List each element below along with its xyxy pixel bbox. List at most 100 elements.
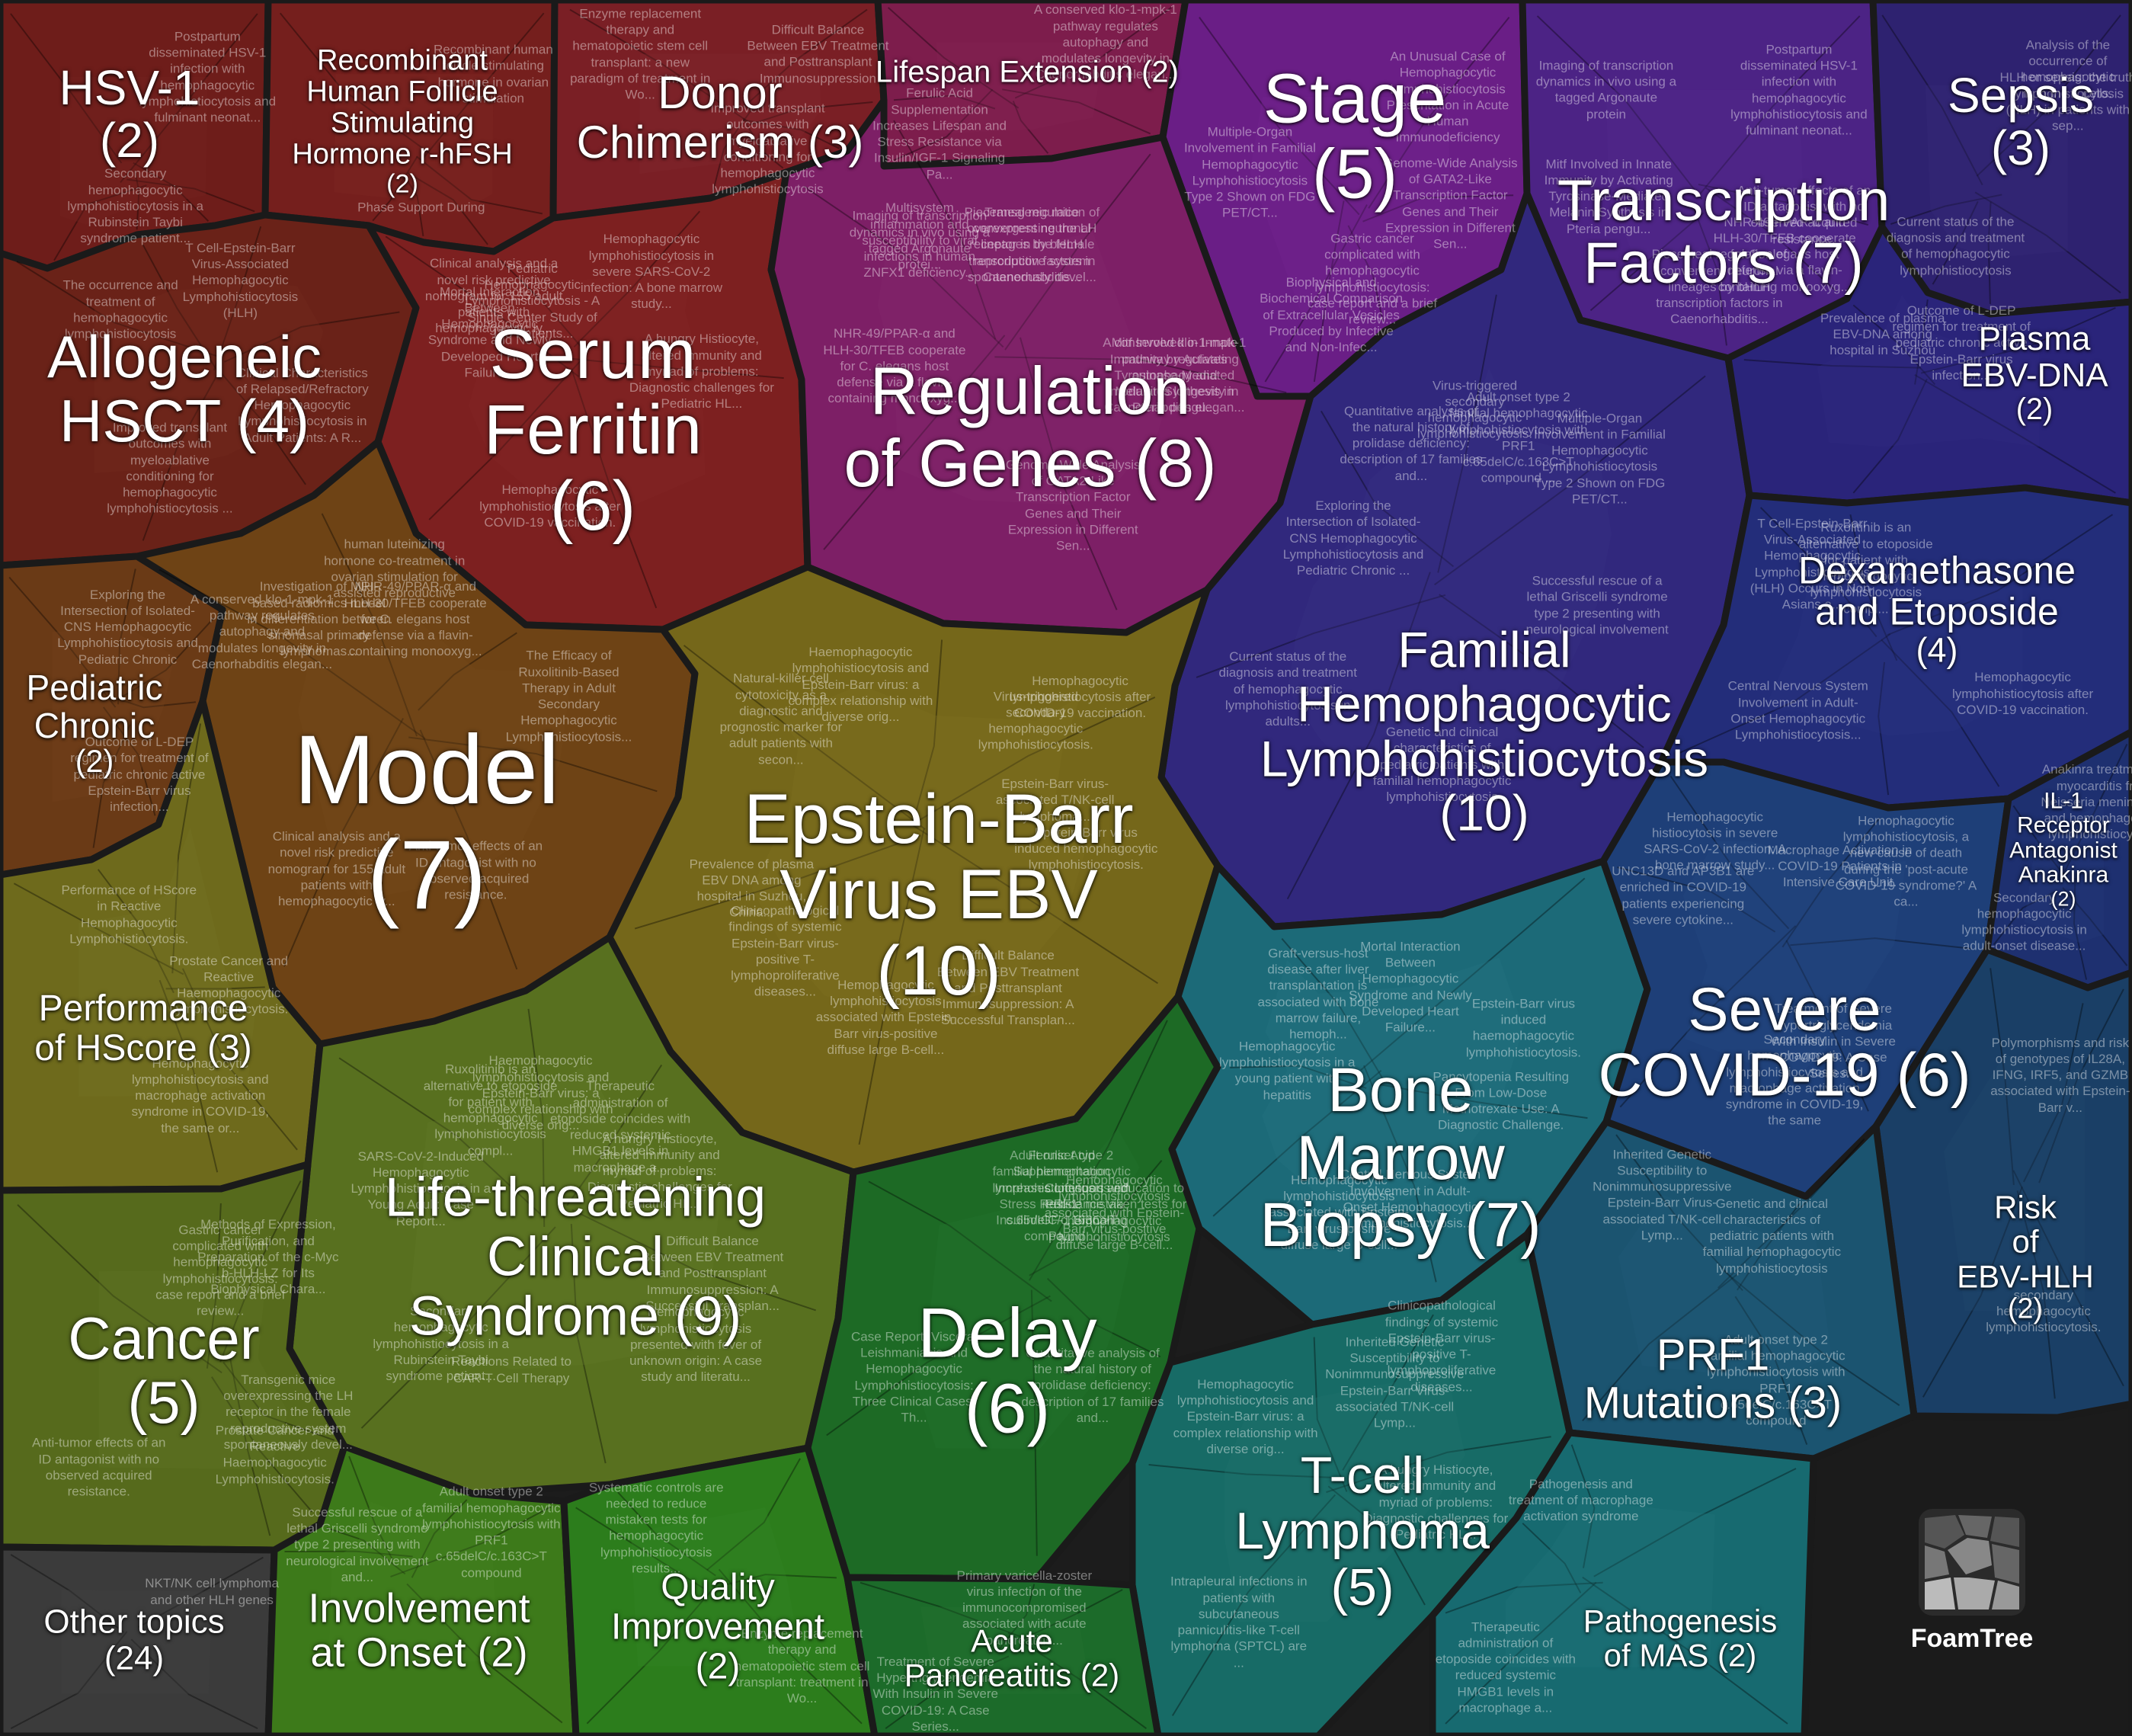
sub-cell-border bbox=[411, 1499, 468, 1578]
sub-cell-border bbox=[2062, 887, 2128, 966]
group-label-lifespan[interactable]: Lifespan Extension (2) bbox=[876, 56, 1179, 88]
group-cell-pancreatitis[interactable] bbox=[844, 1574, 1162, 1736]
group-label-plasma[interactable]: Plasma EBV-DNA (2) bbox=[1961, 321, 2108, 426]
group-title: HSV-1 bbox=[59, 59, 200, 115]
sub-cell-border bbox=[1326, 1436, 1551, 1494]
sub-cell-border bbox=[1439, 594, 1644, 748]
group-count: (2) bbox=[99, 113, 160, 168]
group-title: Life-threatening Clinical Syndrome (9) bbox=[384, 1167, 767, 1347]
sub-cell-border bbox=[2012, 805, 2066, 878]
sub-cell-border bbox=[92, 724, 131, 848]
group-count: (4) bbox=[1916, 630, 1958, 670]
sub-cell-border bbox=[103, 706, 156, 816]
sub-cell-border bbox=[1171, 1494, 1337, 1716]
group-label-life[interactable]: Life-threatening Clinical Syndrome (9) bbox=[385, 1168, 766, 1346]
group-label-ebv[interactable]: Epstein-Barr Virus EBV (10) bbox=[744, 781, 1133, 1009]
group-label-tcell[interactable]: T-cell Lymphoma (5) bbox=[1235, 1447, 1490, 1616]
group-label-genes[interactable]: Regulation of Genes (8) bbox=[844, 354, 1216, 499]
group-label-model[interactable]: Model (7) bbox=[294, 717, 560, 928]
sub-cell-border bbox=[223, 311, 400, 363]
group-label-stage[interactable]: Stage (5) bbox=[1263, 59, 1447, 213]
group-label-other[interactable]: Other topics (24) bbox=[43, 1603, 224, 1676]
sub-cell-border bbox=[1196, 594, 1446, 678]
sub-cell-core bbox=[1262, 957, 1524, 1212]
group-title: Sepsis bbox=[1947, 67, 2095, 123]
sub-cell-border bbox=[2060, 743, 2128, 879]
group-title: PRF1 Mutations (3) bbox=[1583, 1330, 1842, 1427]
sub-cell-border bbox=[912, 825, 1159, 985]
group-label-il1[interactable]: IL-1 Receptor Antagonist Anakinra (2) bbox=[2009, 789, 2118, 911]
sub-cell-border bbox=[1785, 940, 1869, 1112]
group-label-onset[interactable]: Involvement at Onset (2) bbox=[308, 1586, 530, 1675]
sub-cell-border bbox=[911, 639, 943, 825]
sub-cell-border bbox=[914, 697, 1156, 824]
sub-cell-border bbox=[284, 1550, 413, 1558]
sub-cell-core bbox=[914, 1129, 1140, 1449]
sub-cell-border bbox=[165, 986, 265, 990]
group-label-tf[interactable]: Transcription Factors (7) bbox=[1557, 169, 1890, 295]
group-label-rhfsh[interactable]: Recombinant Human Follicle Stimulating Horm… bbox=[292, 45, 512, 198]
sub-cell-border bbox=[2016, 1190, 2056, 1399]
group-title: Bone Marrow Biopsy (7) bbox=[1260, 1055, 1541, 1260]
group-label-cancer[interactable]: Cancer (5) bbox=[68, 1306, 259, 1436]
sub-cell-border bbox=[712, 108, 753, 193]
group-label-sepsis[interactable]: Sepsis (3) bbox=[1948, 69, 2094, 175]
sub-cell-border bbox=[750, 101, 873, 126]
sub-cell-core bbox=[751, 684, 1087, 1017]
group-label-covid[interactable]: Severe COVID-19 (6) bbox=[1599, 976, 1971, 1109]
group-title: Performance of HScore (3) bbox=[34, 988, 252, 1068]
sub-cell-border bbox=[97, 869, 174, 994]
sub-cell-border bbox=[1148, 1464, 1346, 1479]
group-label-quality[interactable]: Quality Improvement (2) bbox=[611, 1568, 824, 1686]
sub-cell-border bbox=[742, 117, 784, 169]
group-cell-other[interactable] bbox=[0, 1543, 278, 1736]
group-title: Pediatric Chronic bbox=[26, 667, 163, 745]
group-label-fhl[interactable]: Familial Hemophagocytic Lymphohistiocytosi… bbox=[1260, 623, 1708, 840]
sub-cell-border bbox=[211, 1376, 313, 1513]
sub-cell-border bbox=[893, 120, 997, 340]
foamtree-logo-icon bbox=[1919, 1509, 2025, 1616]
group-label-dex[interactable]: Dexamethasone and Etoposide (4) bbox=[1798, 550, 2076, 670]
sub-cell-border bbox=[823, 335, 1006, 550]
sub-cell-border bbox=[222, 1362, 335, 1441]
group-label-bone[interactable]: Bone Marrow Biopsy (7) bbox=[1260, 1057, 1541, 1260]
sub-cell-border bbox=[683, 645, 926, 830]
group-title: Plasma EBV-DNA bbox=[1961, 320, 2108, 394]
sub-cell-core bbox=[920, 1606, 1092, 1694]
group-label-mas[interactable]: Pathogenesis of MAS (2) bbox=[1583, 1603, 1778, 1674]
sub-cell-border bbox=[1368, 16, 1510, 209]
group-label-allo[interactable]: Allogeneic HSCT (4) bbox=[47, 325, 322, 453]
sub-cell-border bbox=[1619, 925, 1797, 1108]
sub-cell-border bbox=[1437, 294, 1497, 573]
group-label-pediatric[interactable]: Pediatric Chronic (2) bbox=[26, 667, 163, 779]
sub-cell-core bbox=[61, 1590, 213, 1694]
sub-cell-border bbox=[1759, 507, 1878, 638]
group-label-pancreatitis[interactable]: Acute Pancreatitis (2) bbox=[904, 1623, 1119, 1693]
sub-cell-border bbox=[1007, 1632, 1148, 1730]
sub-cell-border bbox=[158, 569, 426, 740]
group-title: Stage bbox=[1263, 59, 1447, 138]
sub-cell-border bbox=[117, 569, 136, 705]
group-label-prf1[interactable]: PRF1 Mutations (3) bbox=[1584, 1331, 1842, 1427]
group-count: (5) bbox=[127, 1369, 200, 1436]
group-label-donor[interactable]: Donor Chimerism (3) bbox=[577, 68, 864, 168]
group-count: (5) bbox=[1311, 136, 1398, 213]
group-label-hsv1[interactable]: HSV-1 (2) bbox=[59, 59, 200, 168]
sub-cell-border bbox=[997, 1584, 1036, 1652]
group-label-delay[interactable]: Delay (6) bbox=[917, 1296, 1096, 1448]
sub-cell-border bbox=[1019, 337, 1118, 610]
group-cell-tcell[interactable] bbox=[1128, 1231, 1573, 1736]
group-label-ferritin[interactable]: Serum Ferritin (6) bbox=[484, 316, 702, 544]
group-count: (2) bbox=[2050, 887, 2076, 911]
sub-cell-border bbox=[2073, 878, 2088, 980]
sub-cell-border bbox=[586, 1577, 723, 1725]
sub-cell-border bbox=[1230, 1065, 1367, 1089]
group-title: Pathogenesis of MAS (2) bbox=[1583, 1603, 1778, 1674]
sub-cell-border bbox=[803, 185, 1004, 348]
group-cell-mas[interactable] bbox=[1429, 1429, 1817, 1736]
group-cell-onset[interactable] bbox=[264, 1443, 580, 1736]
group-label-hscore[interactable]: Performance of HScore (3) bbox=[34, 989, 251, 1068]
group-label-risk[interactable]: Risk of EBV-HLH (2) bbox=[1957, 1190, 2094, 1325]
sub-cell-border bbox=[1717, 1138, 1865, 1289]
sub-cell-border bbox=[348, 1456, 394, 1561]
